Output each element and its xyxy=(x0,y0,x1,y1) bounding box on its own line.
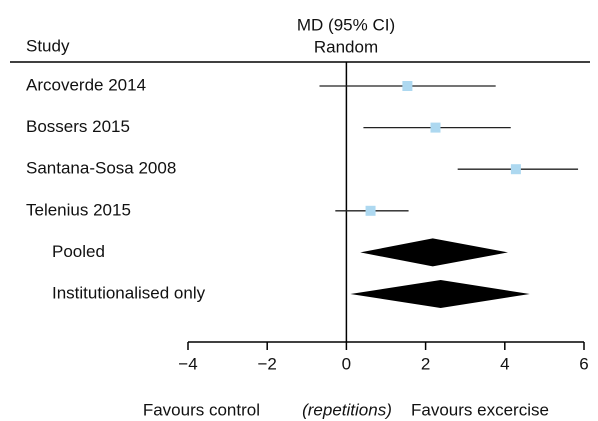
column-header: Study xyxy=(26,36,70,55)
point-estimate xyxy=(402,81,413,91)
model-label: Random xyxy=(314,37,378,56)
point-estimate xyxy=(510,164,521,175)
x-tick-label: 6 xyxy=(579,354,588,373)
summary-diamond xyxy=(360,238,508,267)
summary-label: Institutionalised only xyxy=(52,283,206,302)
study-label: Bossers 2015 xyxy=(26,117,130,136)
x-tick-label: −4 xyxy=(178,354,197,373)
study-label: Telenius 2015 xyxy=(26,200,131,219)
summary-label: Pooled xyxy=(52,242,105,261)
left-label: Favours control xyxy=(143,400,260,419)
point-estimate xyxy=(365,205,376,216)
x-axis-label: (repetitions) xyxy=(302,400,392,419)
study-label: Santana-Sosa 2008 xyxy=(26,159,176,178)
x-tick-label: 2 xyxy=(421,354,430,373)
summary-diamond xyxy=(350,280,530,308)
x-tick-label: −2 xyxy=(258,354,277,373)
point-estimate xyxy=(430,122,441,133)
x-tick-label: 0 xyxy=(342,354,351,373)
effect-label: MD (95% CI) xyxy=(297,15,395,34)
x-tick-label: 4 xyxy=(500,354,509,373)
study-label: Arcoverde 2014 xyxy=(26,75,146,94)
right-label: Favours excercise xyxy=(411,400,549,419)
